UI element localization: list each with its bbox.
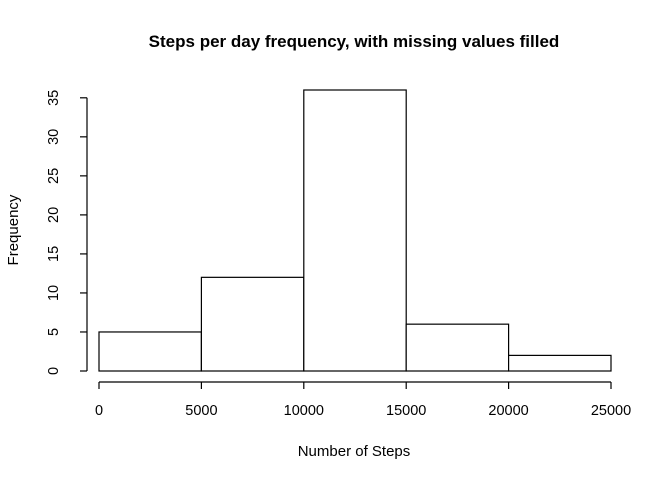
y-tick-label-4: 20 bbox=[46, 207, 62, 223]
y-tick-label-2: 10 bbox=[46, 285, 62, 301]
histogram-bar-3 bbox=[405, 323, 510, 372]
histogram-bar-1 bbox=[200, 276, 305, 372]
bars-group bbox=[98, 89, 612, 372]
y-axis: 0 5 10 15 20 25 30 35 bbox=[46, 90, 88, 375]
y-tick-label-1: 5 bbox=[46, 328, 62, 336]
y-tick-label-0: 0 bbox=[46, 367, 62, 375]
histogram-bar-4 bbox=[508, 354, 612, 372]
x-tick-label-5: 25000 bbox=[591, 403, 631, 419]
y-tick-label-5: 25 bbox=[46, 168, 62, 184]
x-tick-label-1: 5000 bbox=[185, 403, 217, 419]
x-axis: 0 5000 10000 15000 20000 25000 bbox=[95, 381, 631, 419]
x-tick-label-4: 20000 bbox=[488, 403, 528, 419]
x-tick-label-3: 15000 bbox=[386, 403, 426, 419]
y-tick-label-3: 15 bbox=[46, 246, 62, 262]
x-tick-label-2: 10000 bbox=[284, 403, 324, 419]
x-axis-label: Number of Steps bbox=[298, 443, 411, 460]
y-axis-label: Frequency bbox=[5, 194, 22, 265]
histogram-bar-0 bbox=[98, 331, 203, 372]
y-tick-label-6: 30 bbox=[46, 129, 62, 145]
y-tick-label-7: 35 bbox=[46, 90, 62, 106]
x-tick-label-0: 0 bbox=[95, 403, 103, 419]
chart-title: Steps per day frequency, with missing va… bbox=[149, 32, 560, 51]
histogram-bar-2 bbox=[303, 89, 407, 372]
